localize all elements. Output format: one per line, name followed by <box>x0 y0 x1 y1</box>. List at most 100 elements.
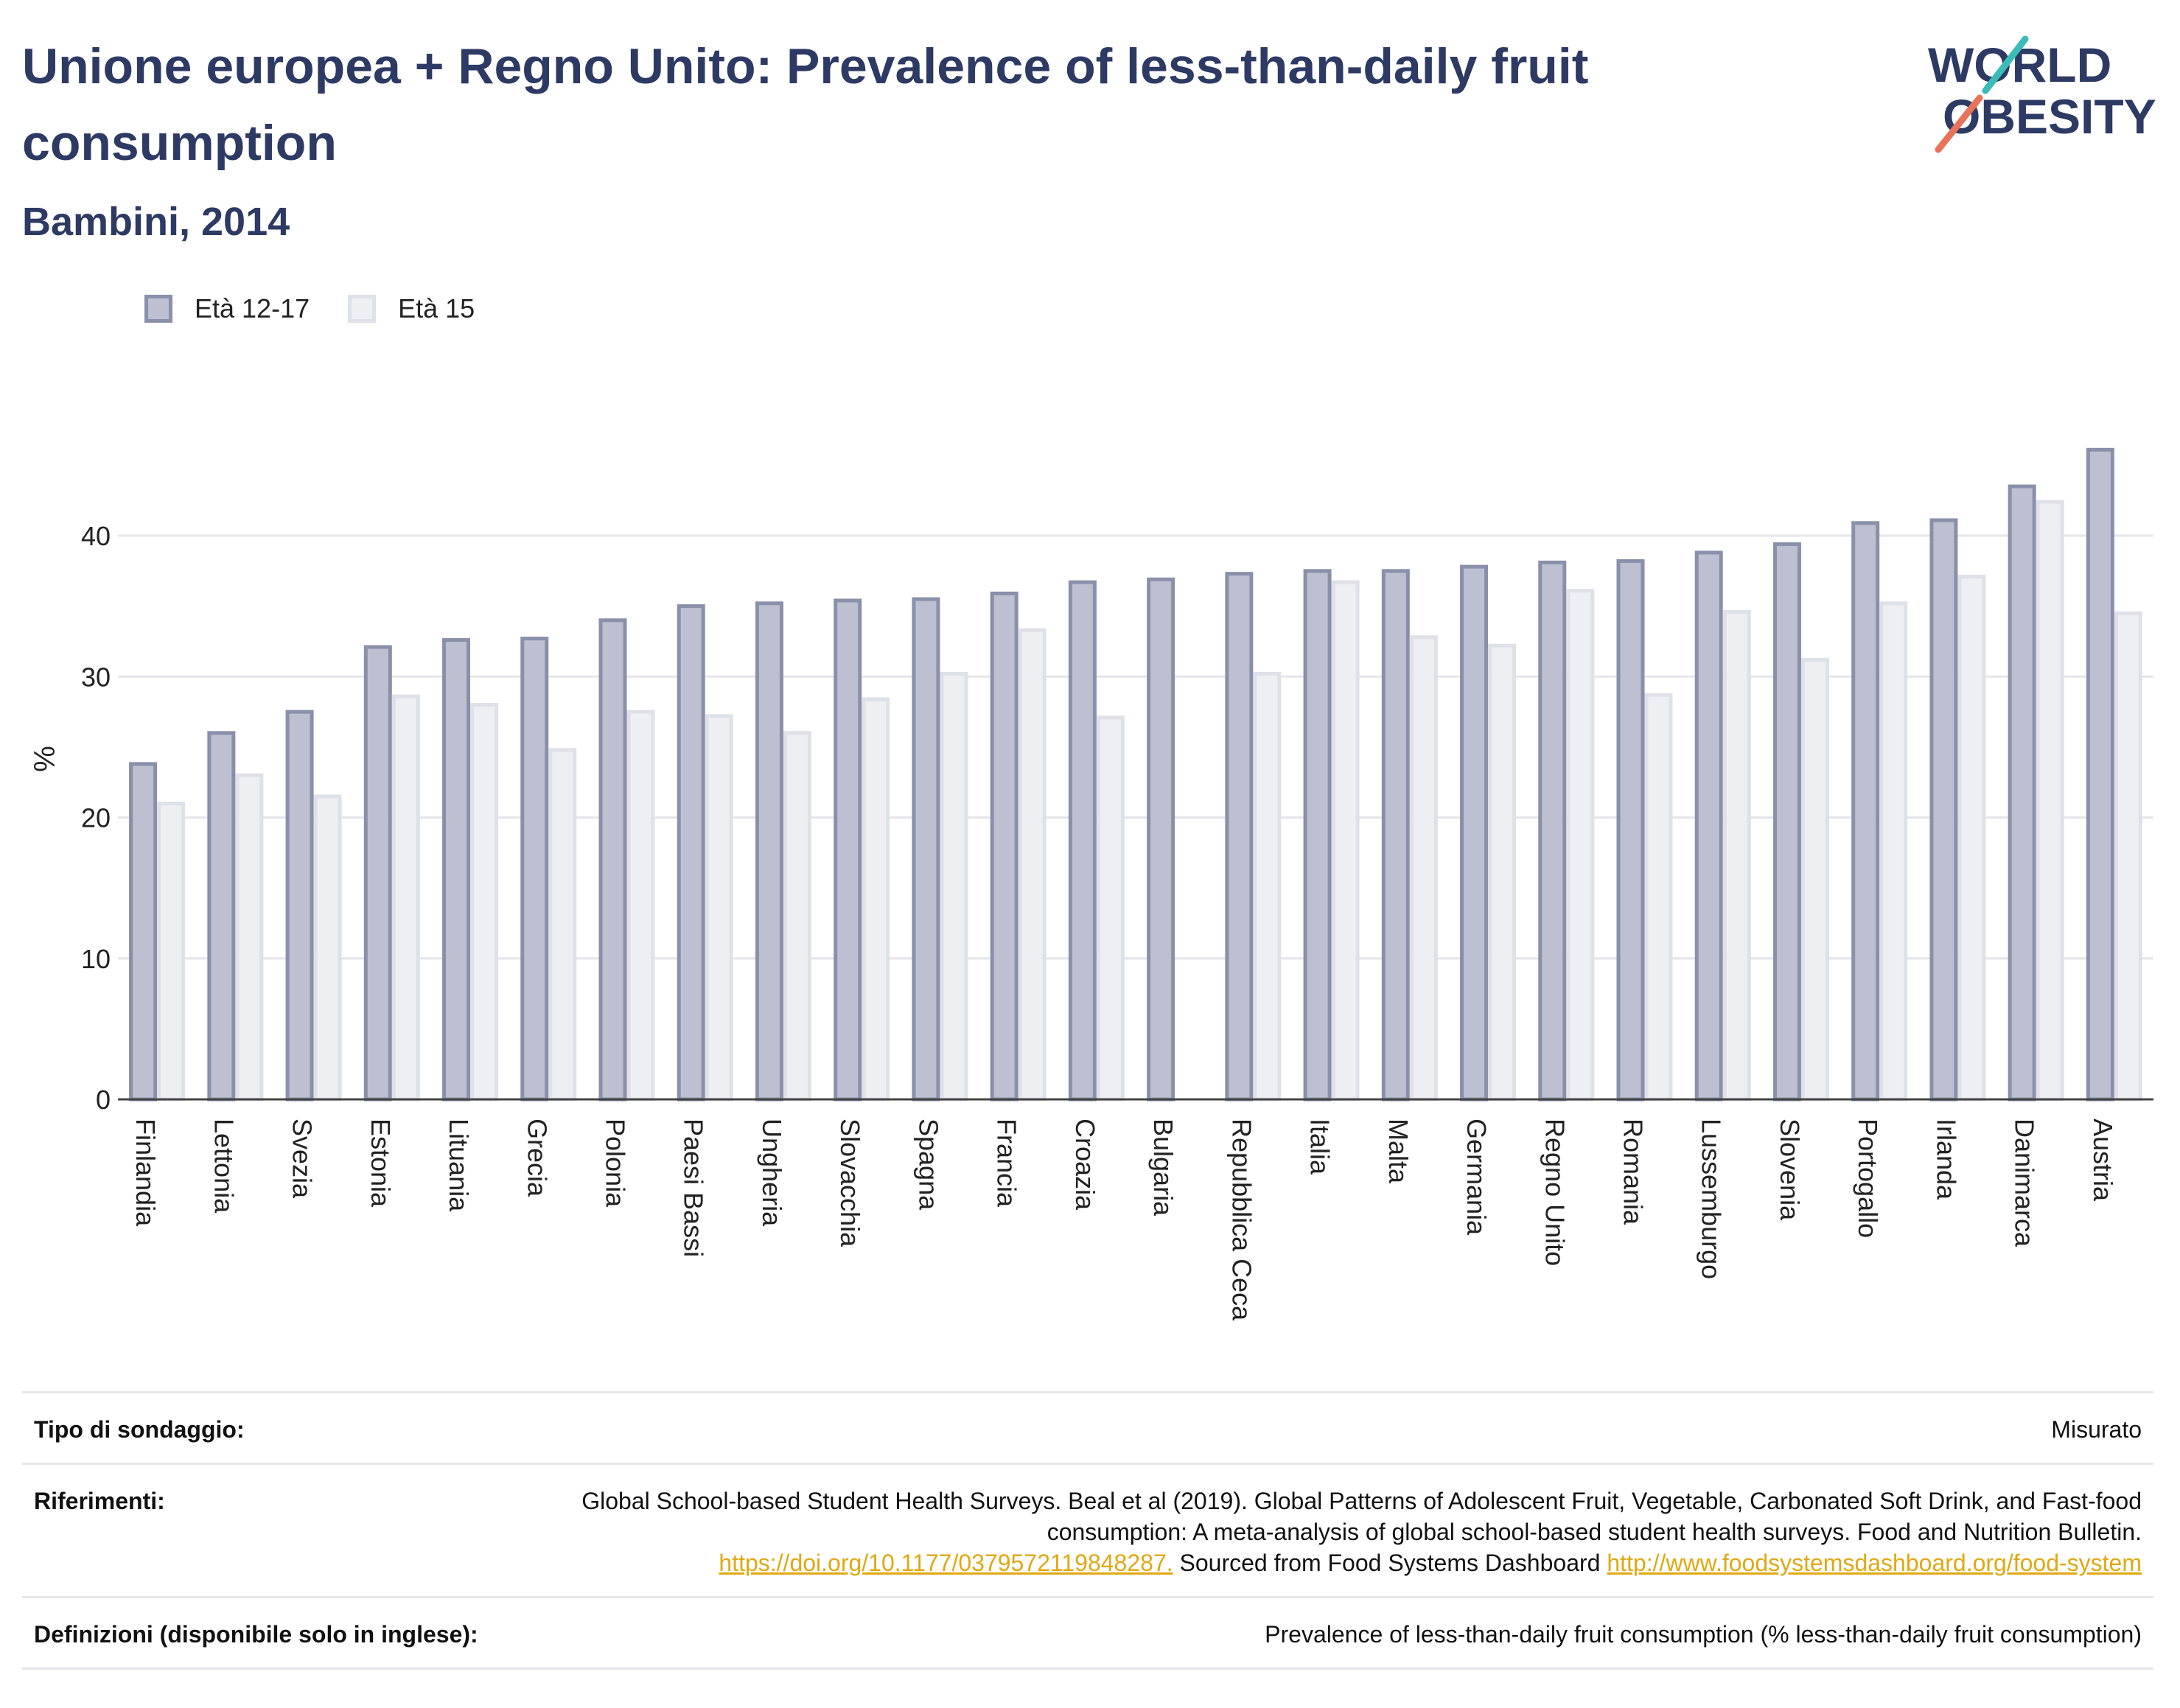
legend-swatch-series1 <box>144 295 172 323</box>
bar-series1 <box>598 618 627 1102</box>
bar-series1 <box>1694 550 1723 1102</box>
logo-slash-upper <box>1982 35 2029 94</box>
x-tick-label: Finlandia <box>130 1119 161 1227</box>
x-tick-label: Repubblica Ceca <box>1226 1119 1257 1321</box>
y-tick-label: 20 <box>81 803 111 833</box>
bar-series1 <box>285 710 314 1102</box>
bar-series2 <box>1566 589 1595 1102</box>
bar-series1 <box>1460 564 1489 1102</box>
definitions-row: Definizioni (disponibile solo in inglese… <box>22 1596 2153 1670</box>
x-tick-label: Lussemburgo <box>1697 1119 1727 1279</box>
references-text-2: Sourced from Food Systems Dashboard <box>1173 1550 1607 1576</box>
bar-chart: 0 10 20 30 40% Finlandia Lettonia Svezia Estonia… <box>29 447 2153 1321</box>
bar-series1 <box>1303 569 1332 1102</box>
y-tick-label: 0 <box>96 1085 111 1115</box>
definitions-label: Definizioni (disponibile solo in inglese… <box>34 1621 478 1648</box>
bar-series2 <box>235 773 264 1102</box>
legend-item-series1[interactable]: Età 12-17 <box>144 293 310 324</box>
x-tick-label: Grecia <box>522 1119 552 1197</box>
bar-series2 <box>548 748 577 1102</box>
y-tick-label: 30 <box>81 662 111 692</box>
bar-series1 <box>990 591 1019 1102</box>
bar-series2 <box>862 697 890 1102</box>
references-text: Global School-based Student Health Surve… <box>581 1488 2142 1545</box>
bar-series1 <box>363 645 392 1102</box>
bar-series1 <box>755 601 783 1102</box>
bar-series2 <box>1253 671 1282 1102</box>
x-tick-label: Polonia <box>601 1119 631 1208</box>
bar-series2 <box>391 694 420 1102</box>
dashboard-link[interactable]: http://www.foodsystemsdashboard.org/food… <box>1607 1550 2142 1576</box>
x-tick-label: Ungheria <box>757 1119 787 1227</box>
legend-swatch-series2 <box>348 295 377 323</box>
x-tick-label: Lituania <box>444 1119 474 1212</box>
bar-series1 <box>520 637 549 1102</box>
x-tick-label: Germania <box>1461 1119 1492 1236</box>
bar-series1 <box>1929 518 1958 1102</box>
x-tick-label: Italia <box>1305 1119 1335 1175</box>
legend-item-series2[interactable]: Età 15 <box>348 293 475 324</box>
x-tick-label: Portogallo <box>1853 1119 1883 1238</box>
bar-series2 <box>1018 628 1047 1102</box>
legend-label-series2: Età 15 <box>398 293 475 323</box>
bar-series1 <box>442 638 471 1102</box>
bar-series1 <box>1381 569 1410 1102</box>
x-tick-label: Bulgaria <box>1148 1119 1178 1217</box>
x-tick-label: Slovenia <box>1775 1119 1805 1221</box>
bar-series2 <box>626 710 655 1102</box>
x-tick-label: Romania <box>1618 1119 1649 1225</box>
bar-series2 <box>705 714 733 1102</box>
x-tick-label: Slovacchia <box>835 1119 865 1247</box>
logo-slash-lower <box>1935 94 1983 153</box>
x-tick-label: Austria <box>2088 1119 2118 1202</box>
bar-series2 <box>1409 635 1438 1102</box>
x-tick-label: Estonia <box>366 1119 396 1208</box>
bar-series1 <box>834 598 862 1102</box>
x-tick-label: Lettonia <box>209 1119 239 1214</box>
x-tick-label: Regno Unito <box>1540 1119 1570 1266</box>
legend-label-series1: Età 12-17 <box>195 293 310 323</box>
survey-type-label: Tipo di sondaggio: <box>34 1416 245 1443</box>
bar-series1 <box>2008 484 2036 1102</box>
bar-series2 <box>2114 611 2142 1102</box>
bar-series1 <box>1851 521 1880 1102</box>
bar-series1 <box>1538 560 1567 1102</box>
y-tick-label: 40 <box>81 521 111 551</box>
references-value: Global School-based Student Health Surve… <box>447 1485 2142 1578</box>
bar-series1 <box>1068 580 1097 1102</box>
x-tick-label: Svezia <box>287 1119 318 1199</box>
x-tick-label: Spagna <box>913 1119 943 1211</box>
x-tick-label: Malta <box>1383 1119 1414 1184</box>
chart-title: Unione europea + Regno Unito: Prevalence… <box>22 38 1589 171</box>
references-row: Riferimenti: Global School-based Student… <box>22 1463 2153 1596</box>
bar-series1 <box>1225 572 1254 1102</box>
bar-series1 <box>677 604 705 1102</box>
bar-series1 <box>1147 577 1175 1102</box>
bar-series1 <box>912 597 940 1102</box>
bar-series2 <box>1957 574 1986 1102</box>
x-tick-label: Danimarca <box>2010 1119 2040 1247</box>
y-tick-label: 10 <box>81 944 111 974</box>
y-axis-label: % <box>29 746 61 772</box>
references-label: Riferimenti: <box>34 1488 165 1514</box>
chart-legend: Età 12-17 Età 15 <box>144 293 513 324</box>
doi-link[interactable]: https://doi.org/10.1177/0379572119848287… <box>719 1550 1173 1576</box>
bar-series2 <box>1722 609 1751 1102</box>
definitions-value: Prevalence of less-than-daily fruit cons… <box>1265 1621 2142 1648</box>
x-tick-label: Francia <box>992 1119 1022 1208</box>
bar-series2 <box>1488 643 1517 1102</box>
bar-series2 <box>783 731 811 1102</box>
bar-series2 <box>470 703 499 1102</box>
x-tick-label: Croazia <box>1070 1119 1100 1211</box>
bar-series2 <box>2036 500 2064 1102</box>
x-tick-label: Paesi Bassi <box>679 1119 709 1257</box>
bar-series1 <box>1772 542 1801 1102</box>
bar-series1 <box>1616 559 1645 1102</box>
bar-series2 <box>940 671 968 1102</box>
world-obesity-logo: WORLD OBESITY <box>1928 35 2156 153</box>
bar-series2 <box>1331 580 1360 1102</box>
survey-type-row: Tipo di sondaggio: Misurato <box>22 1391 2153 1463</box>
survey-type-value: Misurato <box>2051 1416 2142 1443</box>
bar-series2 <box>1644 693 1673 1102</box>
bar-series1 <box>2086 447 2114 1102</box>
